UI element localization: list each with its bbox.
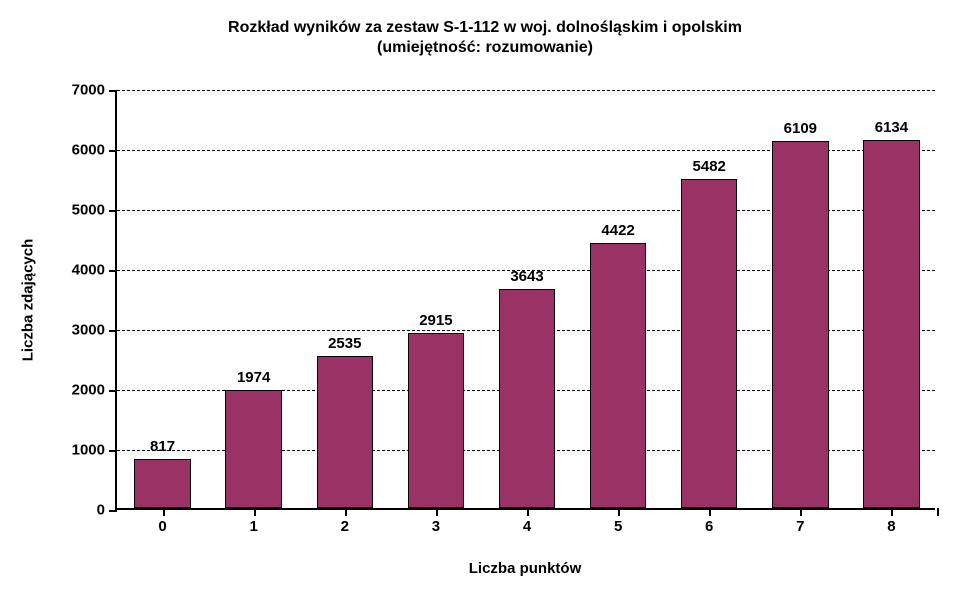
- bar-value-label: 1974: [237, 369, 270, 386]
- x-tick: [891, 508, 893, 516]
- x-tick-label: 8: [887, 518, 895, 535]
- x-tick: [163, 508, 165, 516]
- y-tick-label: 2000: [72, 382, 105, 399]
- y-tick-label: 1000: [72, 442, 105, 459]
- bar: [863, 140, 919, 508]
- bar: [772, 141, 828, 508]
- bar: [408, 333, 464, 508]
- x-tick-label: 7: [796, 518, 804, 535]
- y-tick: [109, 150, 117, 152]
- y-tick: [109, 450, 117, 452]
- x-tick: [436, 508, 438, 516]
- y-tick-label: 4000: [72, 262, 105, 279]
- y-tick: [109, 330, 117, 332]
- bar: [681, 179, 737, 508]
- bar-value-label: 3643: [510, 268, 543, 285]
- chart-title: Rozkład wyników za zestaw S-1-112 w woj.…: [0, 18, 970, 58]
- x-tick: [618, 508, 620, 516]
- y-tick-label: 7000: [72, 82, 105, 99]
- y-tick: [109, 210, 117, 212]
- y-tick: [109, 90, 117, 92]
- y-tick: [109, 270, 117, 272]
- bar: [499, 289, 555, 508]
- x-tick: [709, 508, 711, 516]
- bar: [225, 390, 281, 508]
- chart-title-line1: Rozkład wyników za zestaw S-1-112 w woj.…: [0, 18, 970, 38]
- bar-value-label: 4422: [601, 222, 634, 239]
- chart-container: Rozkład wyników za zestaw S-1-112 w woj.…: [0, 0, 970, 604]
- chart-title-line2: (umiejętność: rozumowanie): [0, 38, 970, 58]
- x-tick-label: 5: [614, 518, 622, 535]
- y-tick: [109, 390, 117, 392]
- plot-area: 0100020003000400050006000700081701974125…: [115, 90, 935, 510]
- x-tick: [345, 508, 347, 516]
- x-tick-label: 0: [158, 518, 166, 535]
- bar-value-label: 2535: [328, 335, 361, 352]
- x-tick-label: 2: [341, 518, 349, 535]
- bar-value-label: 817: [150, 438, 175, 455]
- bar-value-label: 6109: [784, 120, 817, 137]
- bar-value-label: 6134: [875, 119, 908, 136]
- x-tick: [254, 508, 256, 516]
- x-tick-label: 4: [523, 518, 531, 535]
- y-tick-label: 3000: [72, 322, 105, 339]
- y-tick-label: 5000: [72, 202, 105, 219]
- bar: [590, 243, 646, 508]
- bar: [134, 459, 190, 508]
- gridline: [117, 90, 935, 91]
- bar: [317, 356, 373, 508]
- y-tick: [109, 510, 117, 512]
- x-tick-label: 6: [705, 518, 713, 535]
- y-tick-label: 6000: [72, 142, 105, 159]
- x-tick-label: 3: [432, 518, 440, 535]
- x-tick: [527, 508, 529, 516]
- bar-value-label: 2915: [419, 312, 452, 329]
- x-tick: [800, 508, 802, 516]
- x-tick: [937, 508, 939, 516]
- x-tick-label: 1: [249, 518, 257, 535]
- bar-value-label: 5482: [693, 158, 726, 175]
- y-tick-label: 0: [97, 502, 105, 519]
- x-axis-title: Liczba punktów: [469, 560, 582, 577]
- y-axis-title: Liczba zdających: [20, 239, 37, 362]
